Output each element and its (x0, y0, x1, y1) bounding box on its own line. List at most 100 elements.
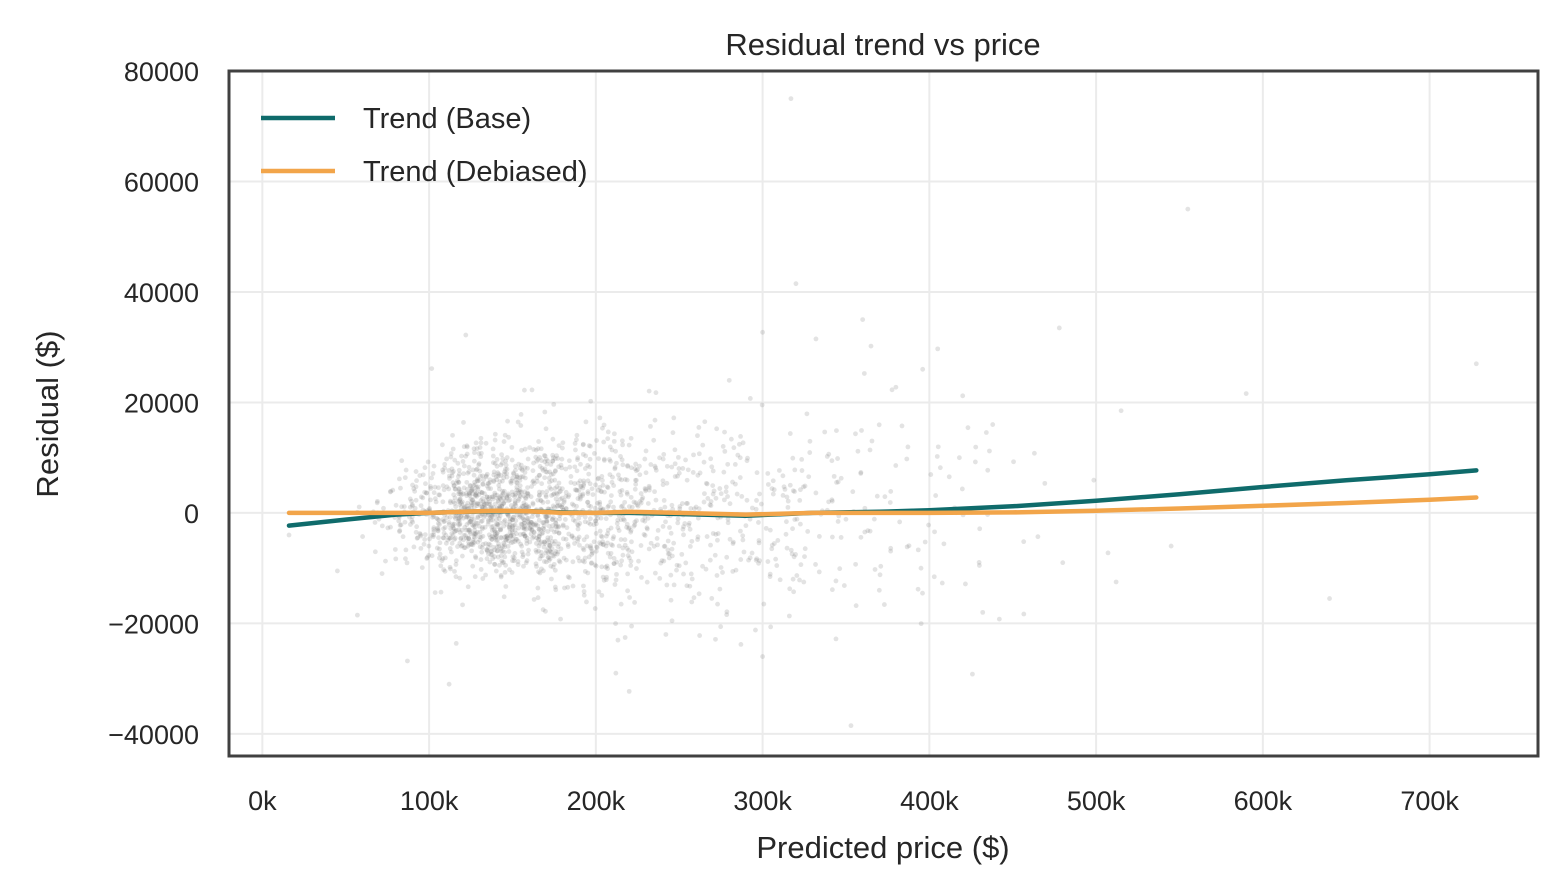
residual-point (654, 536, 660, 541)
residual-point (853, 603, 859, 609)
residual-point (544, 518, 549, 524)
residual-point (547, 543, 553, 549)
residual-point (490, 453, 496, 459)
residual-point (690, 470, 696, 475)
residual-point (893, 463, 899, 468)
residual-point (523, 496, 529, 502)
residual-point (563, 493, 569, 499)
residual-point (447, 514, 453, 520)
residual-point (452, 514, 458, 520)
residual-point (565, 494, 571, 500)
residual-point (550, 553, 556, 558)
residual-point (543, 494, 549, 500)
residual-point (548, 549, 553, 555)
residual-point (422, 465, 428, 471)
residual-point (899, 423, 905, 429)
residual-point (514, 484, 520, 490)
residual-point (473, 467, 479, 473)
residual-point (495, 554, 501, 560)
residual-point (538, 549, 544, 555)
residual-point (918, 621, 924, 627)
residual-point (813, 562, 818, 567)
residual-point (582, 568, 588, 574)
residual-point (536, 536, 541, 542)
residual-point (484, 494, 490, 500)
residual-point (461, 463, 467, 469)
residual-point (494, 544, 500, 550)
residual-point (686, 520, 692, 526)
residual-point (608, 493, 614, 498)
residual-point (473, 531, 478, 536)
residual-point (549, 527, 554, 532)
residual-point (502, 534, 508, 540)
residual-point (708, 503, 714, 508)
residual-point (638, 491, 644, 496)
residual-point (625, 491, 630, 497)
residual-point (683, 457, 688, 463)
x-tick-label: 400k (900, 786, 959, 816)
residual-point (632, 600, 637, 605)
residual-point (756, 560, 761, 566)
residual-point (524, 535, 530, 541)
residual-point (396, 518, 402, 524)
residual-point (452, 457, 458, 463)
residual-point (501, 540, 507, 546)
residual-point (536, 537, 542, 543)
residual-point (498, 526, 503, 532)
residual-point (512, 551, 518, 556)
residual-point (414, 535, 420, 541)
residual-point (494, 537, 500, 543)
residual-point (605, 485, 611, 491)
x-tick-label: 300k (733, 786, 792, 816)
residual-point (484, 547, 490, 553)
residual-point (580, 545, 586, 551)
residual-point (515, 498, 521, 504)
residual-point (520, 515, 526, 521)
residual-point (722, 429, 727, 435)
residual-point (478, 454, 484, 460)
residual-point (417, 473, 423, 478)
residual-point (496, 516, 502, 522)
residual-point (475, 476, 480, 482)
residual-point (455, 522, 461, 528)
residual-point (600, 425, 605, 431)
residual-point (530, 501, 536, 507)
residual-point (544, 518, 550, 524)
residual-point (414, 478, 419, 484)
residual-point (616, 543, 622, 549)
residual-point (517, 487, 523, 493)
residual-point (468, 496, 474, 502)
residual-point (770, 491, 776, 497)
residual-point (585, 478, 591, 484)
residual-point (420, 472, 426, 478)
residual-point (379, 571, 385, 577)
residual-point (484, 501, 490, 507)
residual-point (480, 473, 485, 479)
residual-point (544, 469, 550, 475)
residual-point (494, 521, 499, 527)
residual-point (608, 550, 614, 556)
residual-point (551, 553, 557, 559)
residual-point (576, 488, 582, 493)
residual-point (878, 563, 884, 569)
residual-point (452, 535, 458, 541)
residual-point (501, 501, 506, 506)
residual-point (491, 527, 497, 533)
residual-point (449, 470, 455, 476)
residual-point (542, 475, 548, 481)
residual-point (834, 480, 839, 485)
residual-point (577, 492, 583, 498)
residual-point (519, 466, 525, 472)
residual-point (626, 504, 632, 510)
residual-point (853, 561, 859, 567)
residual-point (730, 479, 735, 485)
residual-point (757, 491, 762, 497)
residual-point (689, 599, 695, 605)
residual-point (573, 437, 579, 443)
residual-point (555, 503, 561, 508)
residual-point (480, 533, 486, 539)
residual-point (518, 462, 524, 468)
residual-point (503, 584, 509, 589)
residual-point (522, 520, 527, 526)
